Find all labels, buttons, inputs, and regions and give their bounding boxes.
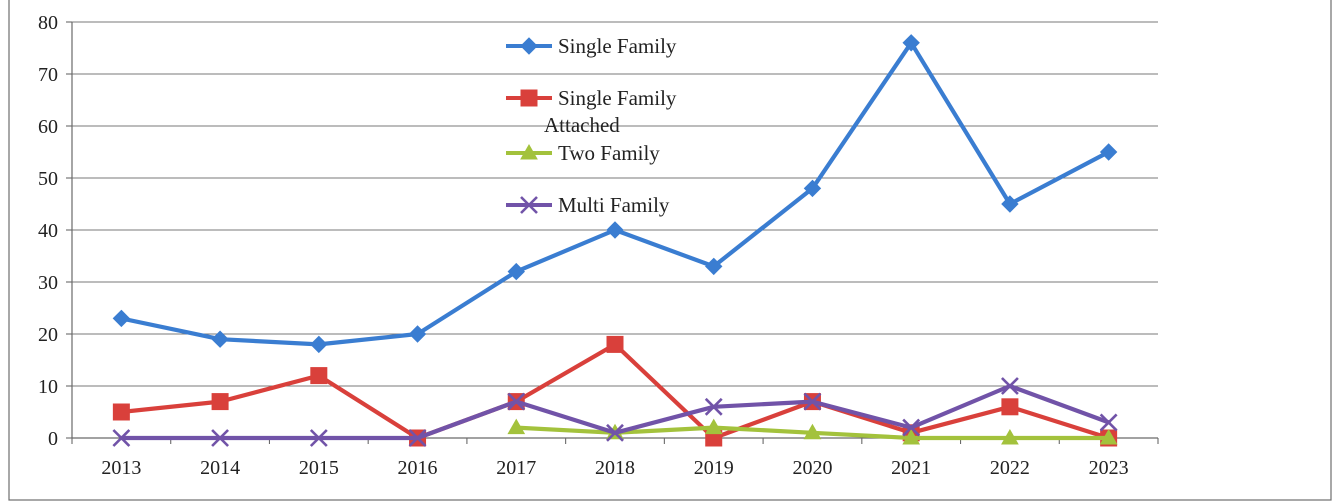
data-point (309, 429, 328, 447)
x-tick-label: 2019 (694, 457, 734, 479)
legend-item: Single Family (506, 34, 677, 58)
x-tick-label: 2014 (200, 457, 240, 479)
series-3 (112, 377, 1118, 447)
data-point (1099, 143, 1118, 161)
data-point (704, 397, 723, 416)
data-point (1099, 428, 1118, 445)
legend-marker (520, 89, 538, 107)
legend-label: Single Family (558, 34, 677, 58)
x-tick-label: 2022 (990, 457, 1030, 479)
series-2 (507, 418, 1118, 445)
y-tick-label: 30 (38, 272, 58, 294)
data-point (112, 429, 131, 447)
data-point (1099, 413, 1118, 432)
data-point (211, 429, 230, 447)
y-axis-tick-labels: 0 10 20 30 40 50 60 70 80 (38, 12, 58, 450)
data-point (211, 330, 229, 348)
legend-item: Single Family Attached (506, 86, 677, 137)
data-point (902, 34, 920, 52)
data-point (704, 418, 723, 435)
x-tick-label: 2020 (792, 457, 832, 479)
y-tick-label: 40 (38, 220, 58, 242)
legend-item: Multi Family (506, 193, 670, 217)
x-tick-label: 2023 (1089, 457, 1129, 479)
data-point (507, 392, 526, 411)
data-point (902, 418, 921, 437)
data-point (112, 403, 130, 421)
legend-marker (520, 37, 538, 55)
data-point (507, 262, 525, 281)
x-axis-tick-labels: 2013 2014 2015 2016 2017 2018 2019 2020 2021 2022… (101, 457, 1128, 479)
legend-label: Multi Family (558, 193, 670, 217)
data-point (803, 423, 822, 440)
legend-label: Two Family (558, 141, 660, 165)
data-point (606, 221, 624, 239)
x-tick-label: 2021 (891, 457, 931, 479)
legend-marker (520, 143, 538, 160)
data-point (408, 325, 427, 343)
data-point (310, 335, 328, 354)
data-point (902, 428, 921, 445)
y-tick-label: 80 (38, 12, 58, 34)
x-tick-label: 2015 (299, 457, 339, 479)
data-point (112, 309, 131, 328)
data-point (705, 257, 723, 276)
data-point (1001, 398, 1019, 416)
series-lines (112, 34, 1118, 447)
data-point (211, 393, 229, 411)
legend-label-line2: Attached (544, 113, 620, 137)
x-tick-label: 2018 (595, 457, 635, 479)
y-tick-label: 20 (38, 324, 58, 346)
data-point (507, 418, 526, 435)
legend: Single Family Single Family Attached Two Fa… (506, 34, 677, 217)
x-tick-label: 2016 (398, 457, 438, 479)
legend-label: Single Family (558, 86, 677, 110)
x-tick-label: 2017 (496, 457, 536, 479)
legend-marker (520, 196, 538, 214)
data-point (1001, 195, 1019, 213)
y-tick-label: 10 (38, 376, 58, 398)
x-tick-label: 2013 (101, 457, 141, 479)
data-point (408, 429, 427, 447)
y-tick-label: 60 (38, 116, 58, 138)
data-point (310, 367, 328, 385)
data-point (606, 335, 624, 353)
data-point (1000, 377, 1019, 395)
series-0 (112, 34, 1118, 354)
legend-item: Two Family (506, 141, 660, 165)
y-tick-label: 70 (38, 64, 58, 86)
data-point (803, 392, 822, 411)
y-tick-label: 0 (48, 428, 58, 450)
data-point (1001, 428, 1019, 445)
data-point (803, 179, 822, 198)
data-point (606, 423, 624, 442)
outer-border (8, 0, 1332, 501)
y-tick-label: 50 (38, 168, 58, 190)
